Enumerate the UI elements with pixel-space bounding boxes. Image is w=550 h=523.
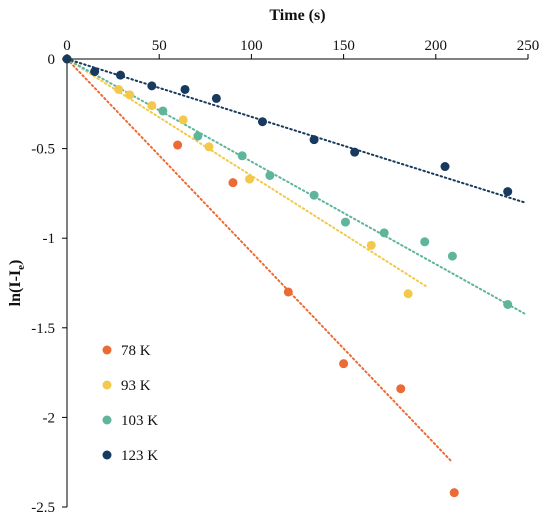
x-ticks: 0 50 100 150 200 250: [63, 38, 539, 59]
data-point-93-k: [114, 84, 124, 94]
trendline-123-k: [66, 58, 526, 204]
data-point-78-k: [173, 140, 183, 150]
x-tick-label: 50: [152, 38, 167, 54]
y-tick-label: -0.5: [31, 142, 55, 158]
data-point-103-k: [420, 237, 430, 247]
data-point-103-k: [265, 170, 275, 180]
y-axis-title: ln(I-Ie): [7, 260, 27, 307]
data-point-78-k: [339, 359, 349, 369]
data-point-93-k: [178, 115, 188, 125]
data-point-123-k: [180, 84, 190, 94]
y-axis-title-main: ln(I-I: [7, 270, 24, 306]
data-points: [62, 54, 513, 498]
data-point-78-k: [449, 488, 459, 498]
data-point-123-k: [147, 81, 157, 91]
data-point-78-k: [283, 287, 293, 297]
legend-label-78-k: 78 K: [121, 343, 151, 359]
data-point-103-k: [193, 131, 203, 141]
data-point-123-k: [309, 135, 319, 145]
data-point-103-k: [447, 251, 457, 261]
data-point-103-k: [158, 106, 168, 116]
legend: 78 K 93 K 103 K 123 K: [102, 343, 158, 464]
data-point-123-k: [257, 117, 267, 127]
data-point-93-k: [245, 174, 255, 184]
data-point-78-k: [228, 178, 238, 188]
trendline-78-k: [66, 58, 452, 462]
legend-marker-93-k: [102, 380, 112, 390]
data-point-93-k: [403, 289, 413, 299]
y-axis-title-subscript: e: [15, 265, 27, 270]
x-tick-label: 200: [425, 38, 448, 54]
trendline-93-k: [66, 58, 428, 288]
x-tick-label: 150: [332, 38, 355, 54]
x-axis-title: Time (s): [269, 7, 325, 24]
y-axis-title-close: ): [7, 260, 24, 265]
x-tick-label: 250: [517, 38, 540, 54]
data-point-93-k: [204, 142, 214, 152]
data-point-123-k: [115, 70, 125, 80]
data-point-103-k: [503, 300, 513, 310]
data-point-103-k: [379, 228, 389, 238]
legend-marker-123-k: [102, 450, 112, 460]
legend-marker-103-k: [102, 415, 112, 425]
trendline-103-k: [66, 58, 526, 315]
legend-label-93-k: 93 K: [121, 378, 151, 394]
data-point-123-k: [90, 67, 100, 77]
legend-label-103-k: 103 K: [121, 413, 158, 429]
data-point-93-k: [125, 90, 135, 100]
data-point-103-k: [340, 217, 350, 227]
y-tick-label: -1.5: [31, 321, 55, 337]
legend-marker-78-k: [102, 345, 112, 355]
axes: 0 50 100 150 200 250 0 -0.5 -1 -1.5 -2 -2.5: [31, 38, 539, 516]
data-point-93-k: [366, 240, 376, 250]
trendlines: [66, 58, 526, 462]
data-point-123-k: [211, 93, 221, 103]
y-tick-label: -1: [43, 231, 56, 247]
data-point-123-k: [503, 187, 513, 197]
data-point-103-k: [309, 190, 319, 200]
data-point-78-k: [396, 384, 406, 394]
y-tick-label: -2.5: [31, 500, 55, 516]
y-ticks: 0 -0.5 -1 -1.5 -2 -2.5: [31, 52, 67, 516]
y-tick-label: 0: [48, 52, 56, 68]
data-point-103-k: [237, 151, 247, 161]
data-point-123-k: [350, 147, 360, 157]
x-tick-label: 100: [240, 38, 263, 54]
y-tick-label: -2: [43, 410, 56, 426]
x-tick-label: 0: [63, 38, 71, 54]
data-point-123-k: [62, 54, 72, 64]
data-point-93-k: [147, 101, 157, 111]
legend-label-123-k: 123 K: [121, 448, 158, 464]
data-point-123-k: [440, 162, 450, 172]
